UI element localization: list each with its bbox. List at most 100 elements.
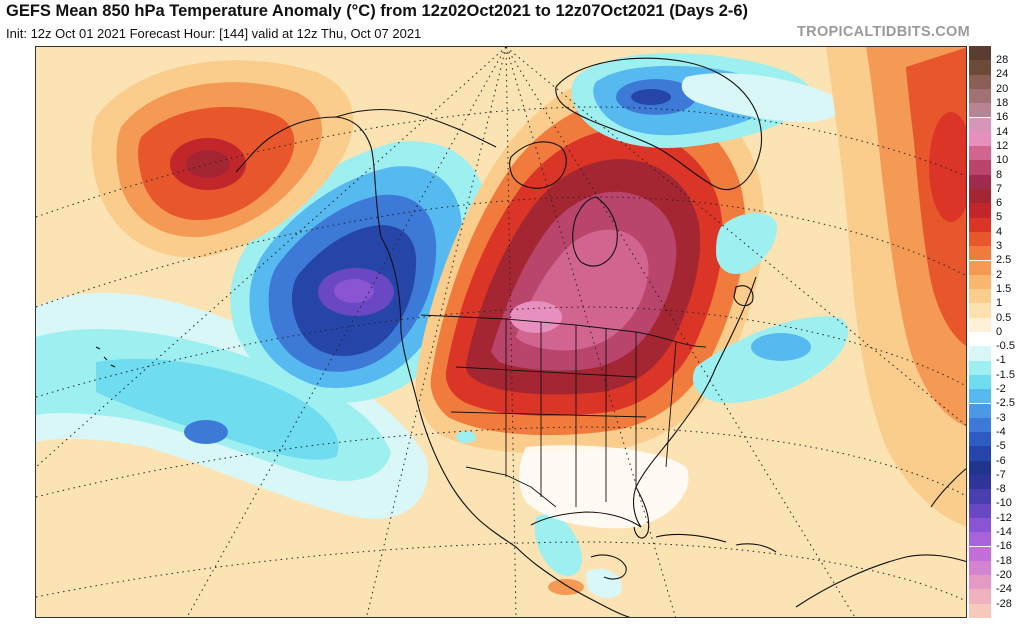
colorbar-swatch <box>969 417 991 433</box>
colorbar-swatch <box>969 503 991 518</box>
colorbar-entry: 3 <box>969 240 1024 261</box>
na-warm-peak <box>510 301 562 333</box>
hispaniola <box>735 543 777 553</box>
colorbar-swatch <box>969 546 991 561</box>
mexico-cold-1 <box>534 514 582 576</box>
grid-lat-5 <box>36 541 966 602</box>
colorbar-label: 6 <box>996 197 1003 210</box>
colorbar-label: -8 <box>996 483 1006 496</box>
colorbar-entry: -2.5 <box>969 397 1024 418</box>
mexico-anomaly <box>456 431 689 599</box>
colorbar-label: -1 <box>996 354 1006 367</box>
colorbar-label: 4 <box>996 225 1003 238</box>
pacific-cold-anomaly <box>36 292 428 519</box>
colorbar-entry: 12 <box>969 140 1024 161</box>
colorbar-entry: 24 <box>969 68 1024 89</box>
colorbar-swatch <box>969 303 991 318</box>
colorbar-entry: -28 <box>969 598 1024 618</box>
colorbar-label: -1.5 <box>996 368 1015 381</box>
colorbar-entry: -10 <box>969 497 1024 518</box>
colorbar-entry: -4 <box>969 426 1024 447</box>
colorbar-swatch <box>969 360 991 375</box>
colorbar-label: -18 <box>996 554 1012 567</box>
colorbar-swatch <box>969 346 991 361</box>
alaska-peninsula <box>235 136 272 173</box>
colorbar-label: 2.5 <box>996 254 1012 267</box>
grid-lon-7 <box>505 47 966 427</box>
colorbar-label: 14 <box>996 125 1009 138</box>
colorbar-entry: 5 <box>969 211 1024 232</box>
colorbar-swatch <box>969 160 991 175</box>
colorbar-swatch <box>969 131 991 147</box>
colorbar-label: 28 <box>996 54 1009 67</box>
grid-lon-3 <box>505 47 517 617</box>
labrador-cold <box>716 212 777 275</box>
northwest-cold-anomaly <box>230 141 489 403</box>
colorbar-swatch <box>969 217 991 232</box>
colorbar-swatch <box>969 403 991 418</box>
us-mexico-border <box>465 466 557 508</box>
colorbar-entry: 28 <box>969 54 1024 75</box>
colorbar-entry: 20 <box>969 83 1024 104</box>
colorbar-swatch <box>969 60 991 75</box>
lat-lon-grid <box>36 47 966 617</box>
colorbar-entry: 2 <box>969 269 1024 290</box>
colorbar-swatch <box>969 332 991 347</box>
colorbar-entry: 6 <box>969 197 1024 218</box>
colorbar-entry: -2 <box>969 383 1024 404</box>
colorbar-label: -10 <box>996 497 1012 510</box>
colorbar-swatch <box>969 189 991 204</box>
colorbar-entry: -7 <box>969 469 1024 490</box>
colorbar-swatch <box>969 575 991 590</box>
east-warm-core <box>929 112 966 222</box>
colorbar-swatch <box>969 289 991 304</box>
colorbar-swatch <box>969 317 991 332</box>
colorbar-entry: -0.5 <box>969 340 1024 361</box>
colorbar-entry: 4 <box>969 226 1024 247</box>
colorbar-label: -16 <box>996 540 1012 553</box>
colorbar-label: -28 <box>996 597 1012 610</box>
grid-lon-2 <box>365 47 507 617</box>
baffin-island <box>509 141 567 189</box>
colorbar-swatch <box>969 517 991 533</box>
colorbar-swatch <box>969 88 991 104</box>
arctic-coast <box>335 108 497 148</box>
colorbar-label: 20 <box>996 82 1009 95</box>
colorbar-swatch <box>969 603 991 618</box>
colorbar-entry: -1.5 <box>969 369 1024 390</box>
colorbar-swatch <box>969 532 991 547</box>
colorbar-entry: -16 <box>969 540 1024 561</box>
southeast-us-neutral <box>519 445 689 529</box>
central-us-cold-spot <box>456 431 476 443</box>
colorbar-entry: 8 <box>969 169 1024 189</box>
africa-coast <box>930 467 966 508</box>
map-subtitle: Init: 12z Oct 01 2021 Forecast Hour: [14… <box>6 26 422 41</box>
atlantic-cold-2 <box>751 333 811 361</box>
colorbar-label: -4 <box>996 425 1006 438</box>
greenland-outline <box>555 57 763 191</box>
grid-lon-6 <box>36 47 507 468</box>
colorbar-label: -20 <box>996 568 1012 581</box>
colorbar-label: 1.5 <box>996 282 1012 295</box>
colorbar-entry: 0.5 <box>969 312 1024 332</box>
colorbar-label: -2 <box>996 383 1006 396</box>
nw-cold-core-inner <box>334 279 374 303</box>
grid-lat-2 <box>36 196 966 308</box>
colorbar-swatch <box>969 560 991 576</box>
colorbar-label: 1 <box>996 297 1003 310</box>
colorbar-swatch <box>969 246 991 261</box>
colorbar-label: 18 <box>996 97 1009 110</box>
coastlines <box>95 57 966 617</box>
colorbar-entry: -14 <box>969 526 1024 547</box>
mexico-cold-2 <box>586 568 622 599</box>
colorbar-label: 7 <box>996 182 1003 195</box>
colorbar-entry: -20 <box>969 569 1024 590</box>
colorbar-swatch <box>969 231 991 247</box>
colorbar-swatch <box>969 475 991 490</box>
colorbar-entry: 0 <box>969 326 1024 347</box>
colorbar-label: -0.5 <box>996 340 1015 353</box>
us-canada-border <box>420 314 707 348</box>
colorbar-entry: -8 <box>969 483 1024 504</box>
colorbar-swatch <box>969 117 991 132</box>
anomaly-map-canvas <box>36 47 966 617</box>
